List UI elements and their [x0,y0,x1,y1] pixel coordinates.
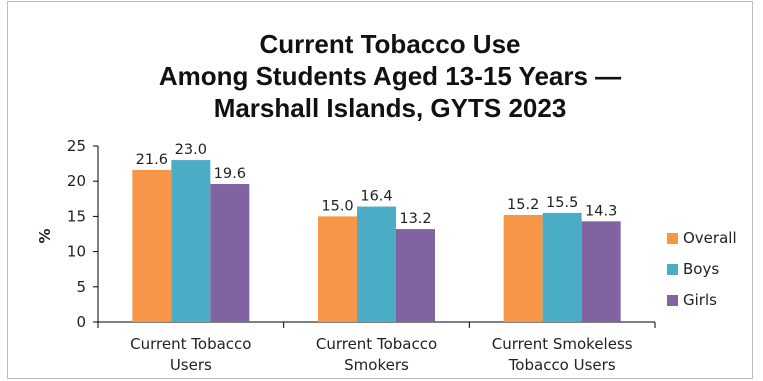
chart-title-line-3: Marshall Islands, GYTS 2023 [213,93,567,123]
category-label: Current Tobacco [316,335,437,353]
category-label: Current Tobacco [130,335,251,353]
data-label: 16.4 [360,189,392,205]
data-label: 15.5 [546,195,578,211]
bar-girls-2 [581,221,621,322]
bar-overall-2 [503,214,543,322]
data-label: 13.2 [399,211,431,227]
chart-title-line-1: Current Tobacco Use [259,29,521,59]
bar-girls-1 [396,229,435,322]
y-tick-label: 20 [67,172,86,190]
y-tick-label: 25 [67,137,86,155]
legend-label-overall: Overall [683,229,737,247]
bar-overall-1 [318,216,357,322]
bar-overall-0 [132,169,172,322]
data-label: 15.0 [321,198,353,214]
category-label: Users [170,356,212,374]
bar-boys-0 [171,160,211,322]
data-labels-group: 21.6 23.0 19.6 15.0 16.4 13.2 15.2 15.5 14.3 [136,142,618,227]
category-label: Tobacco Users [508,356,616,374]
y-axis-label: % [36,228,54,243]
bar-boys-2 [542,212,582,322]
category-labels-group: Current Tobacco Users Current Tobacco Smoke… [130,335,633,374]
data-label: 23.0 [175,142,207,158]
data-label: 19.6 [214,166,246,182]
legend-swatch-girls [667,295,678,306]
bar-boys-1 [357,206,396,322]
legend-label-boys: Boys [683,260,719,278]
legend-swatch-overall [667,233,678,244]
legend: Overall Boys Girls [667,229,737,309]
legend-swatch-boys [667,264,678,275]
y-tick-label: 5 [76,278,86,296]
bars-group [132,160,621,322]
bar-girls-0 [210,184,250,322]
data-label: 15.2 [507,197,539,213]
data-label: 21.6 [136,152,168,168]
chart-title: Current Tobacco Use Among Students Aged … [0,28,763,124]
y-tick-label: 15 [67,207,86,225]
y-tick-label: 10 [67,243,86,261]
category-label: Current Smokeless [492,335,633,353]
category-label: Smokers [344,356,409,374]
legend-label-girls: Girls [683,291,717,309]
chart-title-line-2: Among Students Aged 13-15 Years — [158,61,622,91]
data-label: 14.3 [585,203,617,219]
y-tick-label: 0 [76,313,86,331]
